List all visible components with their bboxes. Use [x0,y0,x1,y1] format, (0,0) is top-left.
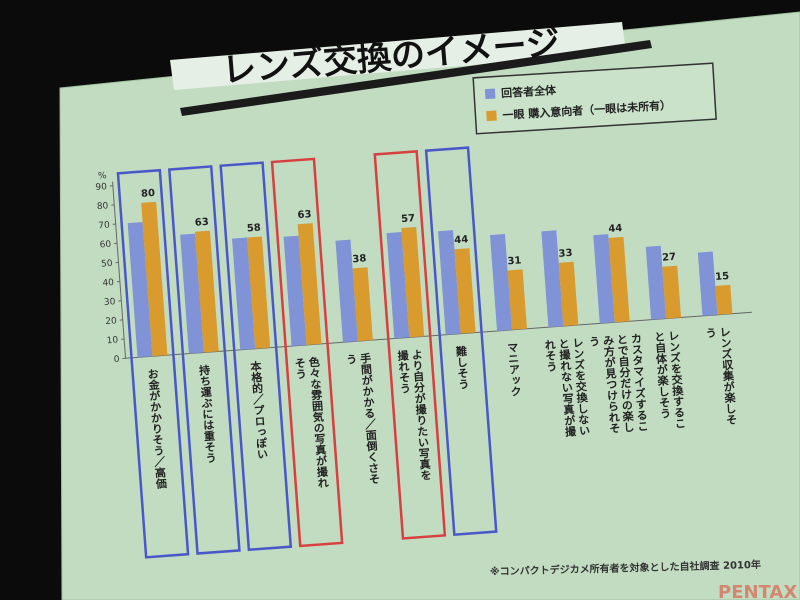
data-label: 15 [715,271,730,283]
plot-area: % 0 10 20 30 40 50 60 70 80 90 80 63 58 63 38 57 44 31 33 4… [95,146,752,559]
data-label: 44 [608,223,623,235]
y-tick-label: 0 [114,355,121,365]
y-tick-label: 80 [97,201,109,212]
bar-buyers [608,236,630,323]
legend-box [472,62,717,135]
title-underline [180,40,652,116]
legend: 回答者全体 一眼 購入意向者（一眼は未所有） [472,62,717,135]
data-label: 31 [507,255,522,267]
bar-buyers [662,265,682,319]
bar-buyers [401,227,425,338]
highlight-box-blue [167,165,241,555]
category-label-line: う [344,353,358,365]
bar-buyers [141,201,168,357]
bar-buyers [352,267,373,342]
y-unit-label: % [98,171,108,182]
y-tick-label: 70 [98,220,110,231]
bar-all [645,245,667,320]
brand-logo: PENTAX [718,582,797,600]
slide-background [60,12,800,600]
bar-all [127,222,153,358]
y-tick-label: 40 [102,278,114,289]
category-label: マニアック [505,341,522,397]
bar-all [180,233,204,354]
bar-all [335,239,358,343]
bar-all [697,251,718,316]
category-label-line: そう [293,357,308,380]
legend-swatch-buyers [486,110,497,122]
y-tick-label: 10 [106,336,118,347]
bar-all [232,237,256,350]
data-label: 58 [247,223,262,235]
highlight-box-red [373,150,447,540]
y-axis: % 0 10 20 30 40 50 60 70 80 90 [95,171,752,365]
bar-buyers [558,261,579,327]
highlight-box-blue [424,146,498,536]
bar-all [489,234,512,331]
bar-buyers [297,223,322,345]
category-label-line: う [587,335,601,347]
highlight-box-red [270,157,344,548]
data-label: 57 [401,213,416,225]
category-label-line: マニアック [505,341,522,397]
bar-buyers [247,236,271,349]
y-tick-label: 50 [101,259,113,270]
bar-all [438,230,461,335]
category-label: 難しそう [454,344,470,390]
bar-all [386,231,410,339]
bar-buyers [507,269,527,330]
y-tick-label: 20 [105,316,117,327]
data-label: 44 [454,234,469,246]
y-tick-label: 30 [104,297,116,308]
category-label-line: 撮れそう [396,348,412,394]
data-label: 63 [194,217,209,229]
bar-buyers [715,284,733,315]
bars [127,201,733,358]
data-label: 80 [141,188,156,200]
bar-buyers [454,248,476,334]
highlight-boxes [116,146,498,559]
highlight-box-blue [116,168,190,559]
bar-buyers [194,230,219,353]
y-tick-label: 60 [99,240,111,251]
category-label-line: れそう [543,338,558,372]
y-tick-label: 90 [95,182,107,193]
bar-all [541,230,564,328]
data-label: 63 [297,209,312,221]
highlight-box-blue [219,161,293,552]
data-labels: 80 63 58 63 38 57 44 31 33 44 27 15 [141,188,730,283]
data-label: 33 [558,248,573,260]
category-label-line: 難しそう [454,344,470,390]
category-label-line: う [704,327,718,339]
bar-all [593,234,615,324]
data-label: 38 [352,253,367,265]
legend-label-all: 回答者全体 [501,83,558,100]
legend-swatch-all [484,88,496,100]
data-label: 27 [662,252,677,264]
bar-all [283,235,307,347]
y-axis-line [112,181,127,359]
